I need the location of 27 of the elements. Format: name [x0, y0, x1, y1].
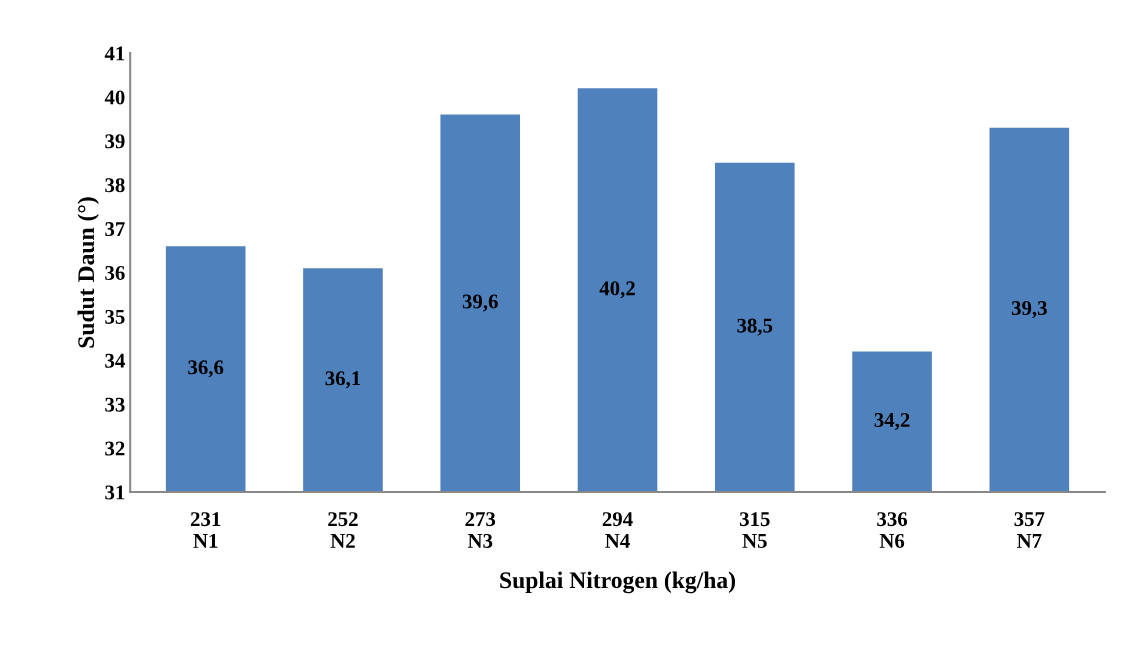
y-tick-label: 33 — [105, 397, 125, 412]
y-tick-label: 34 — [105, 353, 125, 368]
y-tick-label: 38 — [105, 178, 125, 193]
y-tick-label: 35 — [105, 309, 125, 324]
y-tick-label: 41 — [104, 46, 125, 61]
data-label: 39,3 — [1011, 301, 1047, 319]
y-tick-label: 39 — [105, 134, 125, 149]
x-axis-title: Suplai Nitrogen (kg/ha) — [500, 571, 735, 594]
x-tick-label: 357 N7 — [1014, 512, 1045, 548]
data-label: 36,6 — [188, 360, 224, 378]
x-tick-label: 336 N6 — [877, 512, 908, 548]
y-tick-label: 32 — [105, 441, 125, 456]
y-tick-label: 40 — [104, 90, 125, 105]
data-label: 38,5 — [737, 318, 773, 336]
data-label: 39,6 — [462, 294, 498, 312]
x-tick-label: 315 N5 — [739, 512, 770, 548]
y-tick-label: 37 — [105, 222, 125, 237]
y-tick-label: 31 — [105, 485, 125, 500]
y-axis-title: Sudut Daun (°) — [77, 197, 99, 348]
y-tick-label: 36 — [105, 266, 125, 281]
x-tick-label: 231 N1 — [190, 512, 221, 548]
data-label: 40,2 — [599, 281, 635, 299]
x-tick-label: 252 N2 — [328, 512, 358, 548]
data-label: 36,1 — [325, 371, 361, 389]
data-label: 34,2 — [874, 413, 910, 431]
x-tick-label: 294 N4 — [602, 512, 633, 548]
x-tick-label: 273 N3 — [465, 512, 496, 548]
